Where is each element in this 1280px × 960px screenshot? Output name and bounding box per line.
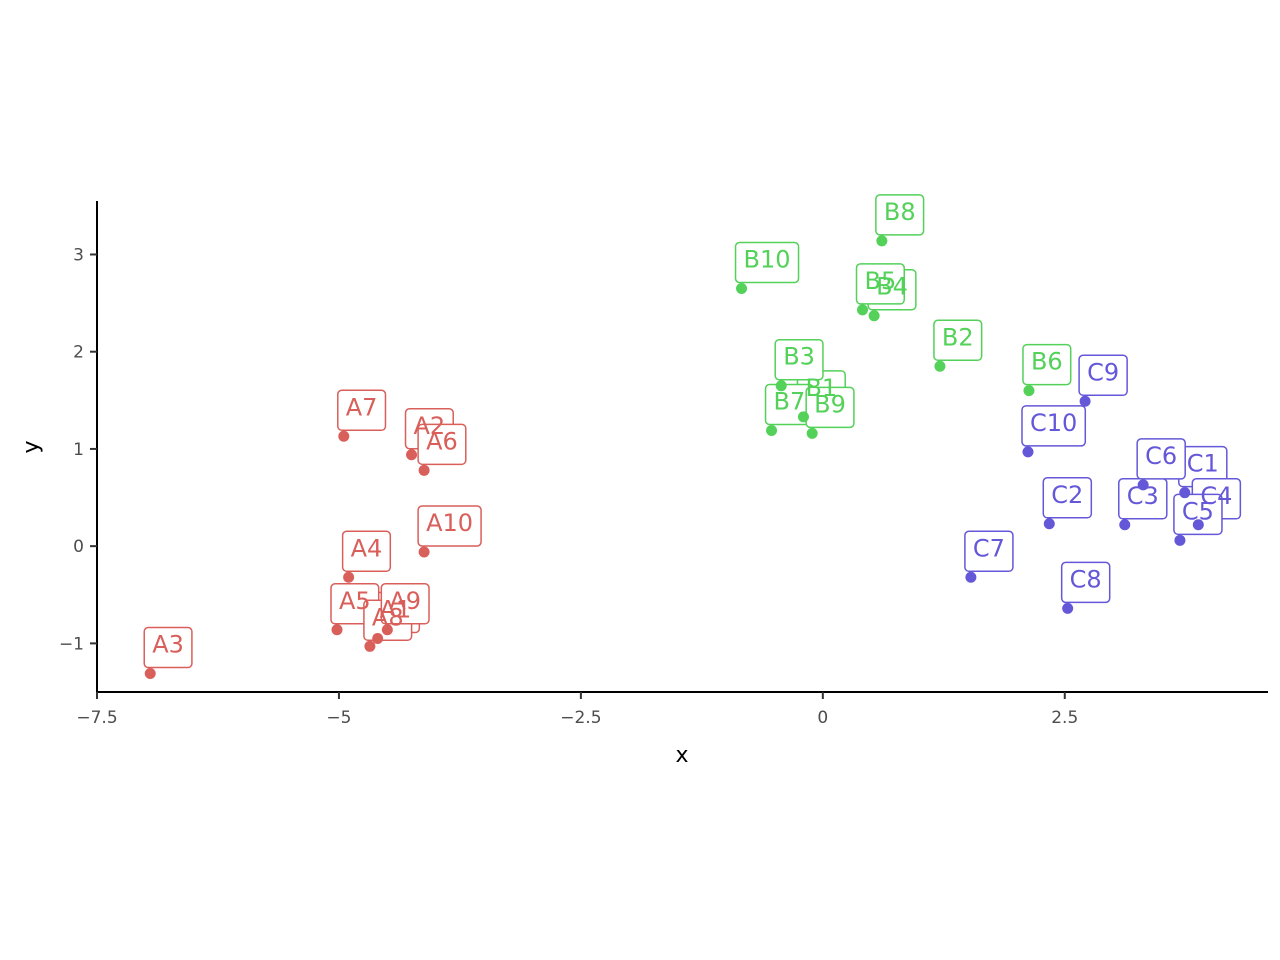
label-box (1060, 561, 1111, 604)
label-box (734, 241, 800, 284)
label-box (143, 626, 193, 669)
point-label: B2 (942, 323, 974, 351)
label-box (1042, 477, 1093, 519)
x-tick-label: 0 (817, 708, 828, 728)
label-box (855, 263, 905, 305)
scatter-point (1192, 519, 1204, 531)
scatter-point (1119, 519, 1131, 531)
scatter-point (868, 310, 880, 322)
point-label: B10 (744, 246, 791, 274)
point-label: A1 (380, 596, 412, 624)
x-tick-label: −7.5 (76, 708, 117, 728)
y-axis-title: y (19, 440, 44, 453)
scatter-point (338, 430, 350, 442)
label-box (1078, 354, 1128, 397)
point-label: A9 (389, 587, 421, 615)
scatter-point (1179, 487, 1191, 499)
point-label: C7 (973, 534, 1005, 562)
point-label: A2 (414, 412, 446, 440)
scatter-point (775, 380, 787, 392)
label-box (341, 530, 392, 573)
point-label: C6 (1145, 442, 1177, 470)
label-box (1173, 493, 1223, 536)
scatter-point (418, 546, 430, 558)
data-points (144, 235, 1204, 680)
label-box (933, 319, 983, 362)
scatter-point (331, 624, 343, 636)
x-tick-label: −2.5 (560, 708, 601, 728)
label-box (774, 338, 824, 381)
label-box (1021, 405, 1087, 447)
y-tick-label: 0 (73, 537, 84, 557)
y-tick-label: −1 (59, 634, 84, 654)
label-box (417, 423, 467, 466)
scatter-point (372, 633, 384, 645)
scatter-point (1062, 602, 1074, 614)
scatter-point (876, 235, 888, 247)
y-ticks: −1 0 1 2 3 (59, 245, 97, 654)
scatter-point (144, 668, 156, 680)
label-box (1022, 343, 1072, 386)
point-label: C1 (1187, 450, 1219, 478)
x-tick-label: 2.5 (1051, 708, 1078, 728)
y-tick-label: 3 (73, 245, 84, 265)
point-label: B3 (783, 343, 815, 371)
point-label: B1 (805, 374, 837, 402)
point-label: A6 (426, 427, 458, 455)
point-label: C8 (1070, 565, 1102, 593)
scatter-point (736, 283, 748, 295)
point-label: A4 (351, 534, 383, 562)
point-label: C10 (1030, 409, 1077, 437)
x-tick-label: −5 (326, 708, 351, 728)
scatter-point (1174, 534, 1186, 546)
scatter-point (857, 304, 869, 316)
point-label: B6 (1031, 348, 1063, 376)
point-label: B7 (774, 387, 806, 415)
scatter-point (806, 427, 818, 439)
scatter-point (406, 449, 418, 461)
scatter-point (934, 360, 946, 372)
point-label: C5 (1182, 497, 1214, 525)
scatter-point (343, 571, 355, 583)
point-label: A3 (152, 631, 184, 659)
point-label: B9 (814, 390, 846, 418)
scatter-point (418, 464, 430, 476)
label-boxes (143, 194, 1242, 669)
point-label: B8 (884, 198, 916, 226)
scatter-point (965, 571, 977, 583)
point-label: B4 (876, 273, 908, 301)
scatter-point (1023, 385, 1035, 397)
label-box (337, 389, 387, 432)
point-label: A5 (339, 587, 371, 615)
scatter-point (1022, 446, 1034, 458)
label-box (805, 386, 855, 429)
scatter-point (797, 411, 809, 423)
point-label: A7 (346, 393, 378, 421)
scatter-point (364, 640, 376, 652)
point-label: A8 (372, 603, 404, 631)
point-label: C9 (1087, 358, 1119, 386)
point-label: B5 (865, 267, 897, 295)
scatter-point (1043, 518, 1055, 530)
scatter-point (1079, 395, 1091, 407)
scatter-point (1137, 479, 1149, 491)
point-label: C4 (1200, 482, 1232, 510)
axes: −7.5 −5 −2.5 0 2.5 −1 0 1 2 3 x y (19, 201, 1268, 768)
y-tick-label: 1 (73, 440, 84, 460)
label-box (1136, 438, 1186, 480)
label-box (875, 194, 925, 236)
point-label: C3 (1127, 482, 1159, 510)
scatter-point (381, 624, 393, 636)
point-label: C2 (1051, 481, 1083, 509)
x-ticks: −7.5 −5 −2.5 0 2.5 (76, 692, 1078, 728)
point-label: A10 (426, 509, 473, 537)
x-axis-title: x (675, 743, 688, 768)
label-box (417, 505, 482, 547)
scatter-point (766, 424, 778, 436)
y-tick-label: 2 (73, 343, 84, 363)
label-box (380, 583, 430, 625)
label-box (964, 530, 1014, 573)
